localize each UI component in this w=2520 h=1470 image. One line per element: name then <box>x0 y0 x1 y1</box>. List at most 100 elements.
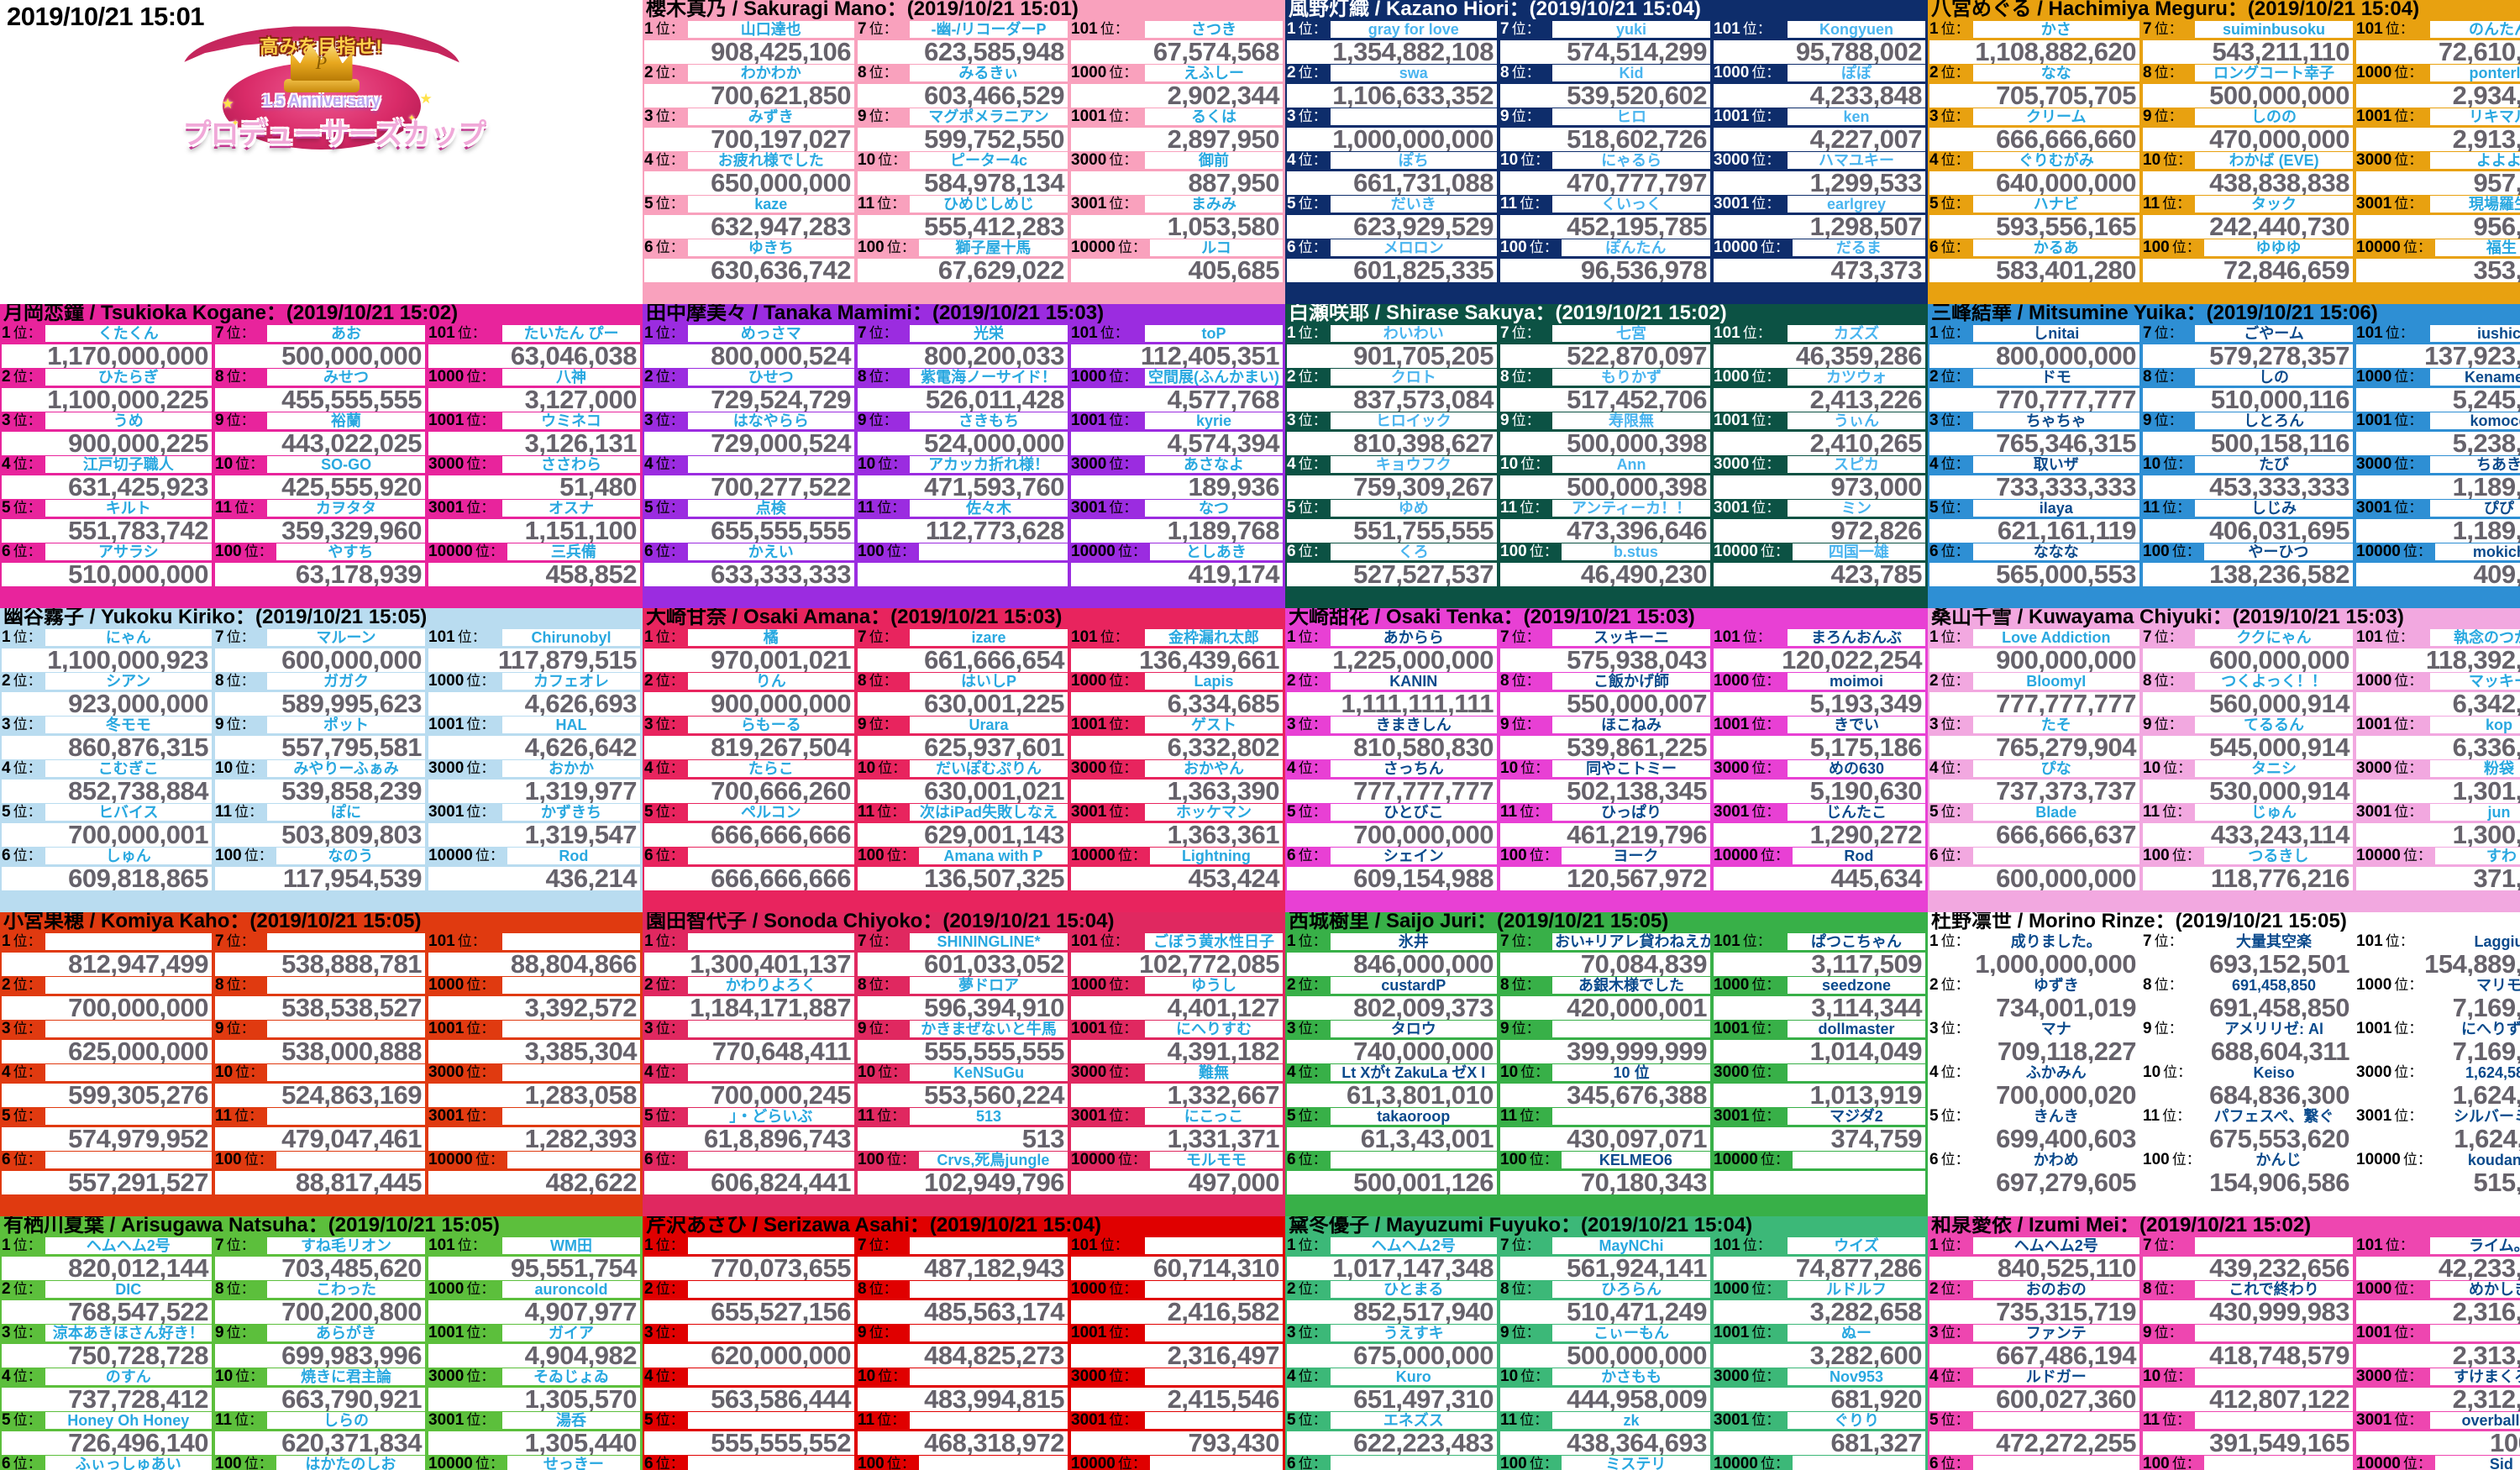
rank-column-c: 101 位： ぱつこちゃん 3,117,509 1000 位： seedzone 3,114,… <box>1714 932 1925 1194</box>
rank-name-bar: 4 位： キョウフク <box>1287 455 1497 474</box>
rank-label: 1 位： <box>1287 1236 1327 1254</box>
rank-row: 10 位： KeNSuGu 553,560,224 <box>858 1063 1068 1107</box>
producer-name: のんたん <box>2430 21 2520 38</box>
score-value: 61,8,896,743 <box>644 1127 854 1151</box>
rank-name-bar: 3000 位： Nov953 <box>1714 1368 1925 1386</box>
producer-name: Member083m <box>1145 1325 1283 1341</box>
rank-label: 4 位： <box>1929 455 1970 473</box>
rank-label: 4 位： <box>1287 1063 1327 1081</box>
rank-row: 5 位： Honey Oh Honey 726,496,140 <box>2 1411 212 1455</box>
score-value: 522,870,097 <box>1500 344 1710 368</box>
rank-label: 5 位： <box>1929 1411 1970 1429</box>
score-value: 1,014,049 <box>1714 1040 1925 1063</box>
rank-row: 3001 位： Ellie 793,430 <box>1071 1411 1283 1455</box>
rank-label: 1001 位： <box>1071 716 1138 733</box>
producer-name: ひとまる <box>1330 1281 1497 1298</box>
rank-row: 3000 位： 難無 1,332,667 <box>1071 1063 1283 1107</box>
rank-label: 3000 位： <box>1714 759 1781 777</box>
rank-name-bar: 3000 位： おかか <box>428 759 640 778</box>
rank-column-a: 1 位： めっさマ 800,000,524 2 位： ひせつ 729,524,729 3 位： はな… <box>644 324 854 586</box>
rank-label: 11 位： <box>858 1411 906 1429</box>
producer-name: ライム。 <box>2430 1237 2520 1254</box>
producer-name: ハナビ <box>1972 196 2139 213</box>
score-value: 699,400,603 <box>1929 1127 2139 1151</box>
rank-name-bar: 9 位： さきもち <box>858 412 1068 430</box>
rank-label: 1 位： <box>1287 20 1327 38</box>
rank-row: 1 位： gray for love 1,354,882,108 <box>1287 20 1497 64</box>
score-value: 609,154,988 <box>1287 867 1497 890</box>
rank-row: 3000 位： ささわら 51,480 <box>428 455 640 499</box>
rank-label: 9 位： <box>2143 1020 2183 1037</box>
score-value: 700,200,800 <box>215 1300 425 1324</box>
score-value: 819,267,504 <box>644 736 854 759</box>
rank-label: 1 位： <box>1287 628 1327 646</box>
producer-name: WM田 <box>502 1237 640 1254</box>
rank-name-bar: 5 位： ハナビ <box>1929 195 2139 213</box>
score-value: 1,319,547 <box>428 823 640 847</box>
rank-row: 10 位： どぺンギン 524,863,169 <box>215 1063 425 1107</box>
rank-label: 3000 位： <box>1714 1063 1781 1081</box>
producer-name: Laggiu <box>2430 933 2520 950</box>
rank-label: 101 位： <box>1071 20 1129 38</box>
rank-label: 3000 位： <box>2356 455 2423 473</box>
rank-label: 8 位： <box>1500 976 1541 994</box>
producer-name: かさ <box>1972 21 2139 38</box>
idol-panel: 西城樹里 / Saijo Juri：(2019/10/21 15:05) 1 位：氷… <box>1285 912 1928 1216</box>
producer-name: めの630 <box>1788 760 1925 777</box>
rank-label: 9 位： <box>1500 108 1541 125</box>
rank-label: 3001 位： <box>2356 1107 2423 1125</box>
producer-name: ponterle <box>2430 65 2520 81</box>
rank-row: 2 位： BloomyI 777,777,777 <box>1929 672 2139 716</box>
rank-name-bar: 3000 位： スピカ <box>1714 455 1925 474</box>
producer-name: はいしP <box>910 673 1068 690</box>
score-value: 765,279,904 <box>1929 736 2139 759</box>
rank-name-bar: 1001 位： Member083m <box>1071 1324 1283 1342</box>
rank-name-bar: 3000 位： 御前 <box>1071 151 1283 170</box>
rank-label: 1001 位： <box>1071 1324 1138 1341</box>
rank-row: 4 位： ぽち 661,731,088 <box>1287 151 1497 195</box>
rank-row: 3000 位： hawk 1,283,058 <box>428 1063 640 1107</box>
rank-row: 1 位： 山口達也 908,425,106 <box>644 20 854 64</box>
producer-name: 江戸切子職人 <box>45 456 212 473</box>
rank-label: 1000 位： <box>1071 672 1138 690</box>
rank-label: 101 位： <box>1071 1236 1129 1254</box>
rank-row: 1 位： しnitai 800,000,000 <box>1929 324 2139 368</box>
score-value: 1,100,000,923 <box>2 648 212 672</box>
rank-row: 2 位： ドモ 770,777,777 <box>1929 368 2139 412</box>
producer-name: ミステリ <box>1561 1456 1710 1470</box>
rank-label: 1000 位： <box>1071 368 1138 386</box>
rank-label: 1 位： <box>2 932 42 950</box>
score-value: 973,000 <box>1714 475 1925 499</box>
rank-label: 3 位： <box>1929 108 1970 125</box>
rank-label: 3 位： <box>1287 716 1327 733</box>
rank-name-bar: 6 位： <box>1929 1455 2139 1470</box>
rank-name-bar: 3 位： 涼本あきほさん好き！ <box>2 1324 212 1342</box>
rank-label: 1000 位： <box>1071 64 1138 81</box>
rank-name-bar: 7 位： yuki <box>1500 20 1710 39</box>
rank-row: 100 位： かんじ 154,906,586 <box>2143 1151 2353 1194</box>
producer-name: Lt Xがt ZakuLa ゼX l <box>1330 1064 1497 1081</box>
rank-label: 2 位： <box>1287 64 1327 81</box>
rank-label: 6 位： <box>1287 847 1327 864</box>
producer-name: Blade <box>1972 804 2139 821</box>
rank-label: 2 位： <box>2 1280 42 1298</box>
producer-name: スッキーニ <box>1552 629 1710 646</box>
producer-name: ダァッツ <box>45 977 212 994</box>
rank-row: 1000 位： manimani 2,416,582 <box>1071 1280 1283 1324</box>
rank-label: 3 位： <box>1929 716 1970 733</box>
rank-row: 3 位： 1,000,000,000 <box>1287 108 1497 151</box>
rank-name-bar: 1 位： しnitai <box>1929 324 2139 343</box>
rank-label: 5 位： <box>2 1411 42 1429</box>
rank-row: 101 位： さつき 67,574,568 <box>1071 20 1283 64</box>
rank-row: 9 位： 寿限無 500,000,398 <box>1500 412 1710 455</box>
score-value: 3,117,509 <box>1714 953 1925 976</box>
rank-name-bar: 100 位： ぽんたん <box>1500 239 1710 257</box>
rank-name-bar: 3 位： おそらに <box>2 1020 212 1038</box>
rank-label: 10000 位： <box>1714 1151 1789 1168</box>
producer-name: おそらに <box>45 1021 212 1037</box>
rank-column-b: 7 位： スッキーニ 575,938,043 8 位： こ飯かげ師 550,000,007 9 位… <box>1500 628 1710 890</box>
rank-row: 7 位： 光栄 800,200,033 <box>858 324 1068 368</box>
rank-row: 7 位： yuki 574,514,299 <box>1500 20 1710 64</box>
